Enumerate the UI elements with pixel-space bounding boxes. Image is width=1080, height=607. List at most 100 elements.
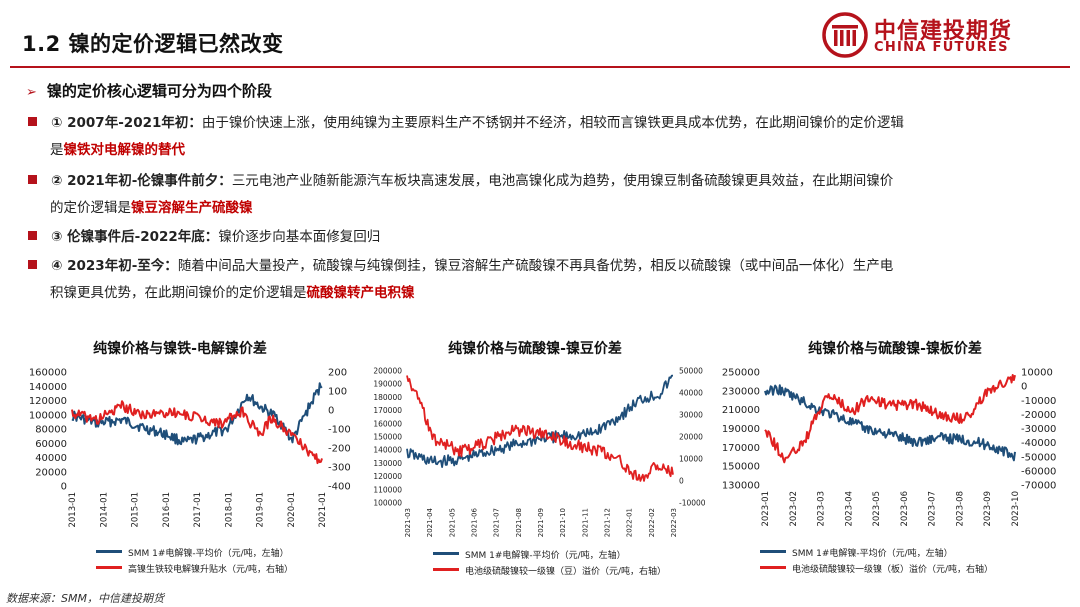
highlight-text: 镍铁对电解镍的替代 <box>63 142 186 158</box>
chart-nickel-sulfate-plate-spread: 纯镍价格与硫酸镍-镍板价差 250000 230000 210000 190000 17… <box>715 330 1075 585</box>
left-axis-tick-label: 120000 <box>29 396 67 407</box>
x-axis-tick-label: 2023-06 <box>900 491 910 527</box>
x-axis-tick-label: 2022-01 <box>626 508 634 537</box>
left-axis-tick-label: 140000 <box>29 382 67 393</box>
x-axis-tick-label: 2021-11 <box>581 508 589 537</box>
x-axis-tick-label: 2023-10 <box>1011 491 1021 527</box>
square-bullet-icon <box>28 117 37 126</box>
left-axis-tick-label: 110000 <box>373 485 402 494</box>
left-axis-tick-label: 20000 <box>35 467 67 478</box>
slide-header: 1.2 镍的定价逻辑已然改变 中信建投期货 CHINA FUTURES <box>0 0 1080 72</box>
right-axis-tick-label: -10000 <box>1021 396 1056 407</box>
right-axis-tick-label: 100 <box>328 387 347 398</box>
left-axis-tick-label: 130000 <box>722 481 760 492</box>
x-axis-tick-label: 2023-08 <box>955 491 965 527</box>
x-axis-tick-label: 2013-01 <box>68 492 78 528</box>
left-axis-tick-label: 180000 <box>373 393 402 402</box>
left-axis-tick-label: 250000 <box>722 368 760 379</box>
x-axis-tick-label: 2021-07 <box>493 508 501 537</box>
right-axis-tick-label: 40000 <box>679 389 703 398</box>
x-axis-tick-label: 2021-03 <box>404 508 412 537</box>
highlight-text: 镍豆溶解生产硫酸镍 <box>131 200 253 216</box>
section-subheading: ➢ 镍的定价核心逻辑可分为四个阶段 <box>26 82 272 100</box>
chart-title: 纯镍价格与硫酸镍-镍板价差 <box>808 341 982 357</box>
legend-swatch-blue <box>760 550 786 553</box>
left-axis-tick-label: 230000 <box>722 386 760 397</box>
left-axis-tick-label: 170000 <box>373 406 402 415</box>
chart-legend: SMM 1#电解镍-平均价（元/吨，左轴） 电池级硫酸镍较一级镍（豆）溢价（元/… <box>433 548 666 580</box>
right-axis-tick-label: -10000 <box>679 499 706 508</box>
right-axis-tick-label: -300 <box>328 463 351 474</box>
left-axis-tick-label: 0 <box>61 482 67 493</box>
right-axis-tick-label: 30000 <box>679 411 703 420</box>
right-axis-tick-label: 10000 <box>1021 368 1053 379</box>
x-axis-tick-label: 2021-08 <box>515 508 523 537</box>
legend-swatch-blue <box>96 550 122 553</box>
left-axis-tick-label: 190000 <box>722 424 760 435</box>
x-axis-tick-label: 2015-01 <box>131 492 141 528</box>
x-axis-tick-label: 2016-01 <box>162 492 172 528</box>
brand-name-en: CHINA FUTURES <box>874 40 1009 55</box>
left-axis-tick-label: 80000 <box>35 425 67 436</box>
bullet-stage-4: ④ 2023年初-至今：随着中间品大量投产，硫酸镍与纯镍倒挂，镍豆溶解生产硫酸镍… <box>28 253 1048 307</box>
x-axis-tick-label: 2021-04 <box>426 507 434 537</box>
citic-logo-icon <box>822 12 868 58</box>
bullet-stage-3: ③ 伦镍事件后-2022年底：镍价逐步向基本面修复回归 <box>28 224 1048 251</box>
x-axis-tick-label: 2023-05 <box>872 491 882 527</box>
x-axis-tick-label: 2021-06 <box>471 507 479 537</box>
x-axis-tick-label: 2022-03 <box>670 508 678 537</box>
left-axis-tick-label: 120000 <box>373 472 402 481</box>
x-axis-tick-label: 2023-09 <box>983 491 993 527</box>
right-axis-tick-label: 0 <box>1021 382 1027 393</box>
right-axis-tick-label: -70000 <box>1021 481 1056 492</box>
x-axis-tick-label: 2023-04 <box>844 491 854 527</box>
x-axis-tick-label: 2023-02 <box>789 491 799 527</box>
chart-legend: SMM 1#电解镍-平均价（元/吨，左轴） 高镍生铁较电解镍升贴水（元/吨，右轴… <box>96 546 293 578</box>
right-axis-tick-label: 200 <box>328 368 347 379</box>
series-line-spread <box>764 374 1016 464</box>
right-axis-tick-label: -50000 <box>1021 452 1056 463</box>
series-line-nickel-price <box>406 374 673 469</box>
left-axis-tick-label: 40000 <box>35 453 67 464</box>
x-axis-tick-label: 2021-01 <box>318 492 328 528</box>
chart-plot: 160000 140000 120000 100000 80000 60000 40000 2… <box>29 368 351 528</box>
left-axis-tick-label: 170000 <box>722 443 760 454</box>
x-axis-tick-label: 2021-10 <box>559 508 567 537</box>
legend-swatch-red <box>96 566 122 569</box>
right-axis-tick-label: -30000 <box>1021 424 1056 435</box>
right-axis-tick-label: -40000 <box>1021 438 1056 449</box>
right-axis-tick-label: 20000 <box>679 433 703 442</box>
right-axis-tick-label: 10000 <box>679 455 703 464</box>
square-bullet-icon <box>28 260 37 269</box>
left-axis-tick-label: 150000 <box>722 462 760 473</box>
left-axis-tick-label: 160000 <box>29 368 67 379</box>
chart-title: 纯镍价格与硫酸镍-镍豆价差 <box>448 341 622 357</box>
chart-legend: SMM 1#电解镍-平均价（元/吨，左轴） 电池级硫酸镍较一级镍（板）溢价（元/… <box>760 546 993 578</box>
chart-title: 纯镍价格与镍铁-电解镍价差 <box>93 341 267 357</box>
brand-name-cn: 中信建投期货 <box>874 19 1013 44</box>
legend-swatch-red <box>760 566 786 569</box>
right-axis-tick-label: 50000 <box>679 367 703 376</box>
left-axis-tick-label: 130000 <box>373 459 402 468</box>
bullet-stage-1: ① 2007年-2021年初：由于镍价快速上涨，使用纯镍为主要原料生产不锈钢并不… <box>28 110 1048 164</box>
legend-swatch-red <box>433 568 459 571</box>
right-axis-tick-label: -400 <box>328 482 351 493</box>
right-axis-tick-label: -60000 <box>1021 466 1056 477</box>
page-title: 1.2 镍的定价逻辑已然改变 <box>22 32 284 56</box>
square-bullet-icon <box>28 231 37 240</box>
chart-nickel-ferronickel-spread: 纯镍价格与镍铁-电解镍价差 160000 140000 120000 100000 80… <box>0 330 360 585</box>
left-axis-tick-label: 210000 <box>722 405 760 416</box>
bullet-stage-2: ② 2021年初-伦镍事件前夕：三元电池产业随新能源汽车板块高速发展，电池高镍化… <box>28 168 1048 222</box>
left-axis-tick-label: 100000 <box>373 499 402 508</box>
x-axis-tick-label: 2021-05 <box>448 508 456 537</box>
left-axis-tick-label: 160000 <box>373 419 402 428</box>
arrow-bullet-icon: ➢ <box>26 85 37 100</box>
x-axis-tick-label: 2018-01 <box>224 492 234 528</box>
x-axis-tick-label: 2014-01 <box>99 492 109 528</box>
right-axis-tick-label: -100 <box>328 425 351 436</box>
right-axis-tick-label: 0 <box>328 406 334 417</box>
left-axis-tick-label: 100000 <box>29 410 67 421</box>
highlight-text: 硫酸镍转产电积镍 <box>306 285 415 301</box>
chart-plot: 250000 230000 210000 190000 170000 150000 1300… <box>722 368 1057 527</box>
right-axis-tick-label: 0 <box>679 477 684 486</box>
